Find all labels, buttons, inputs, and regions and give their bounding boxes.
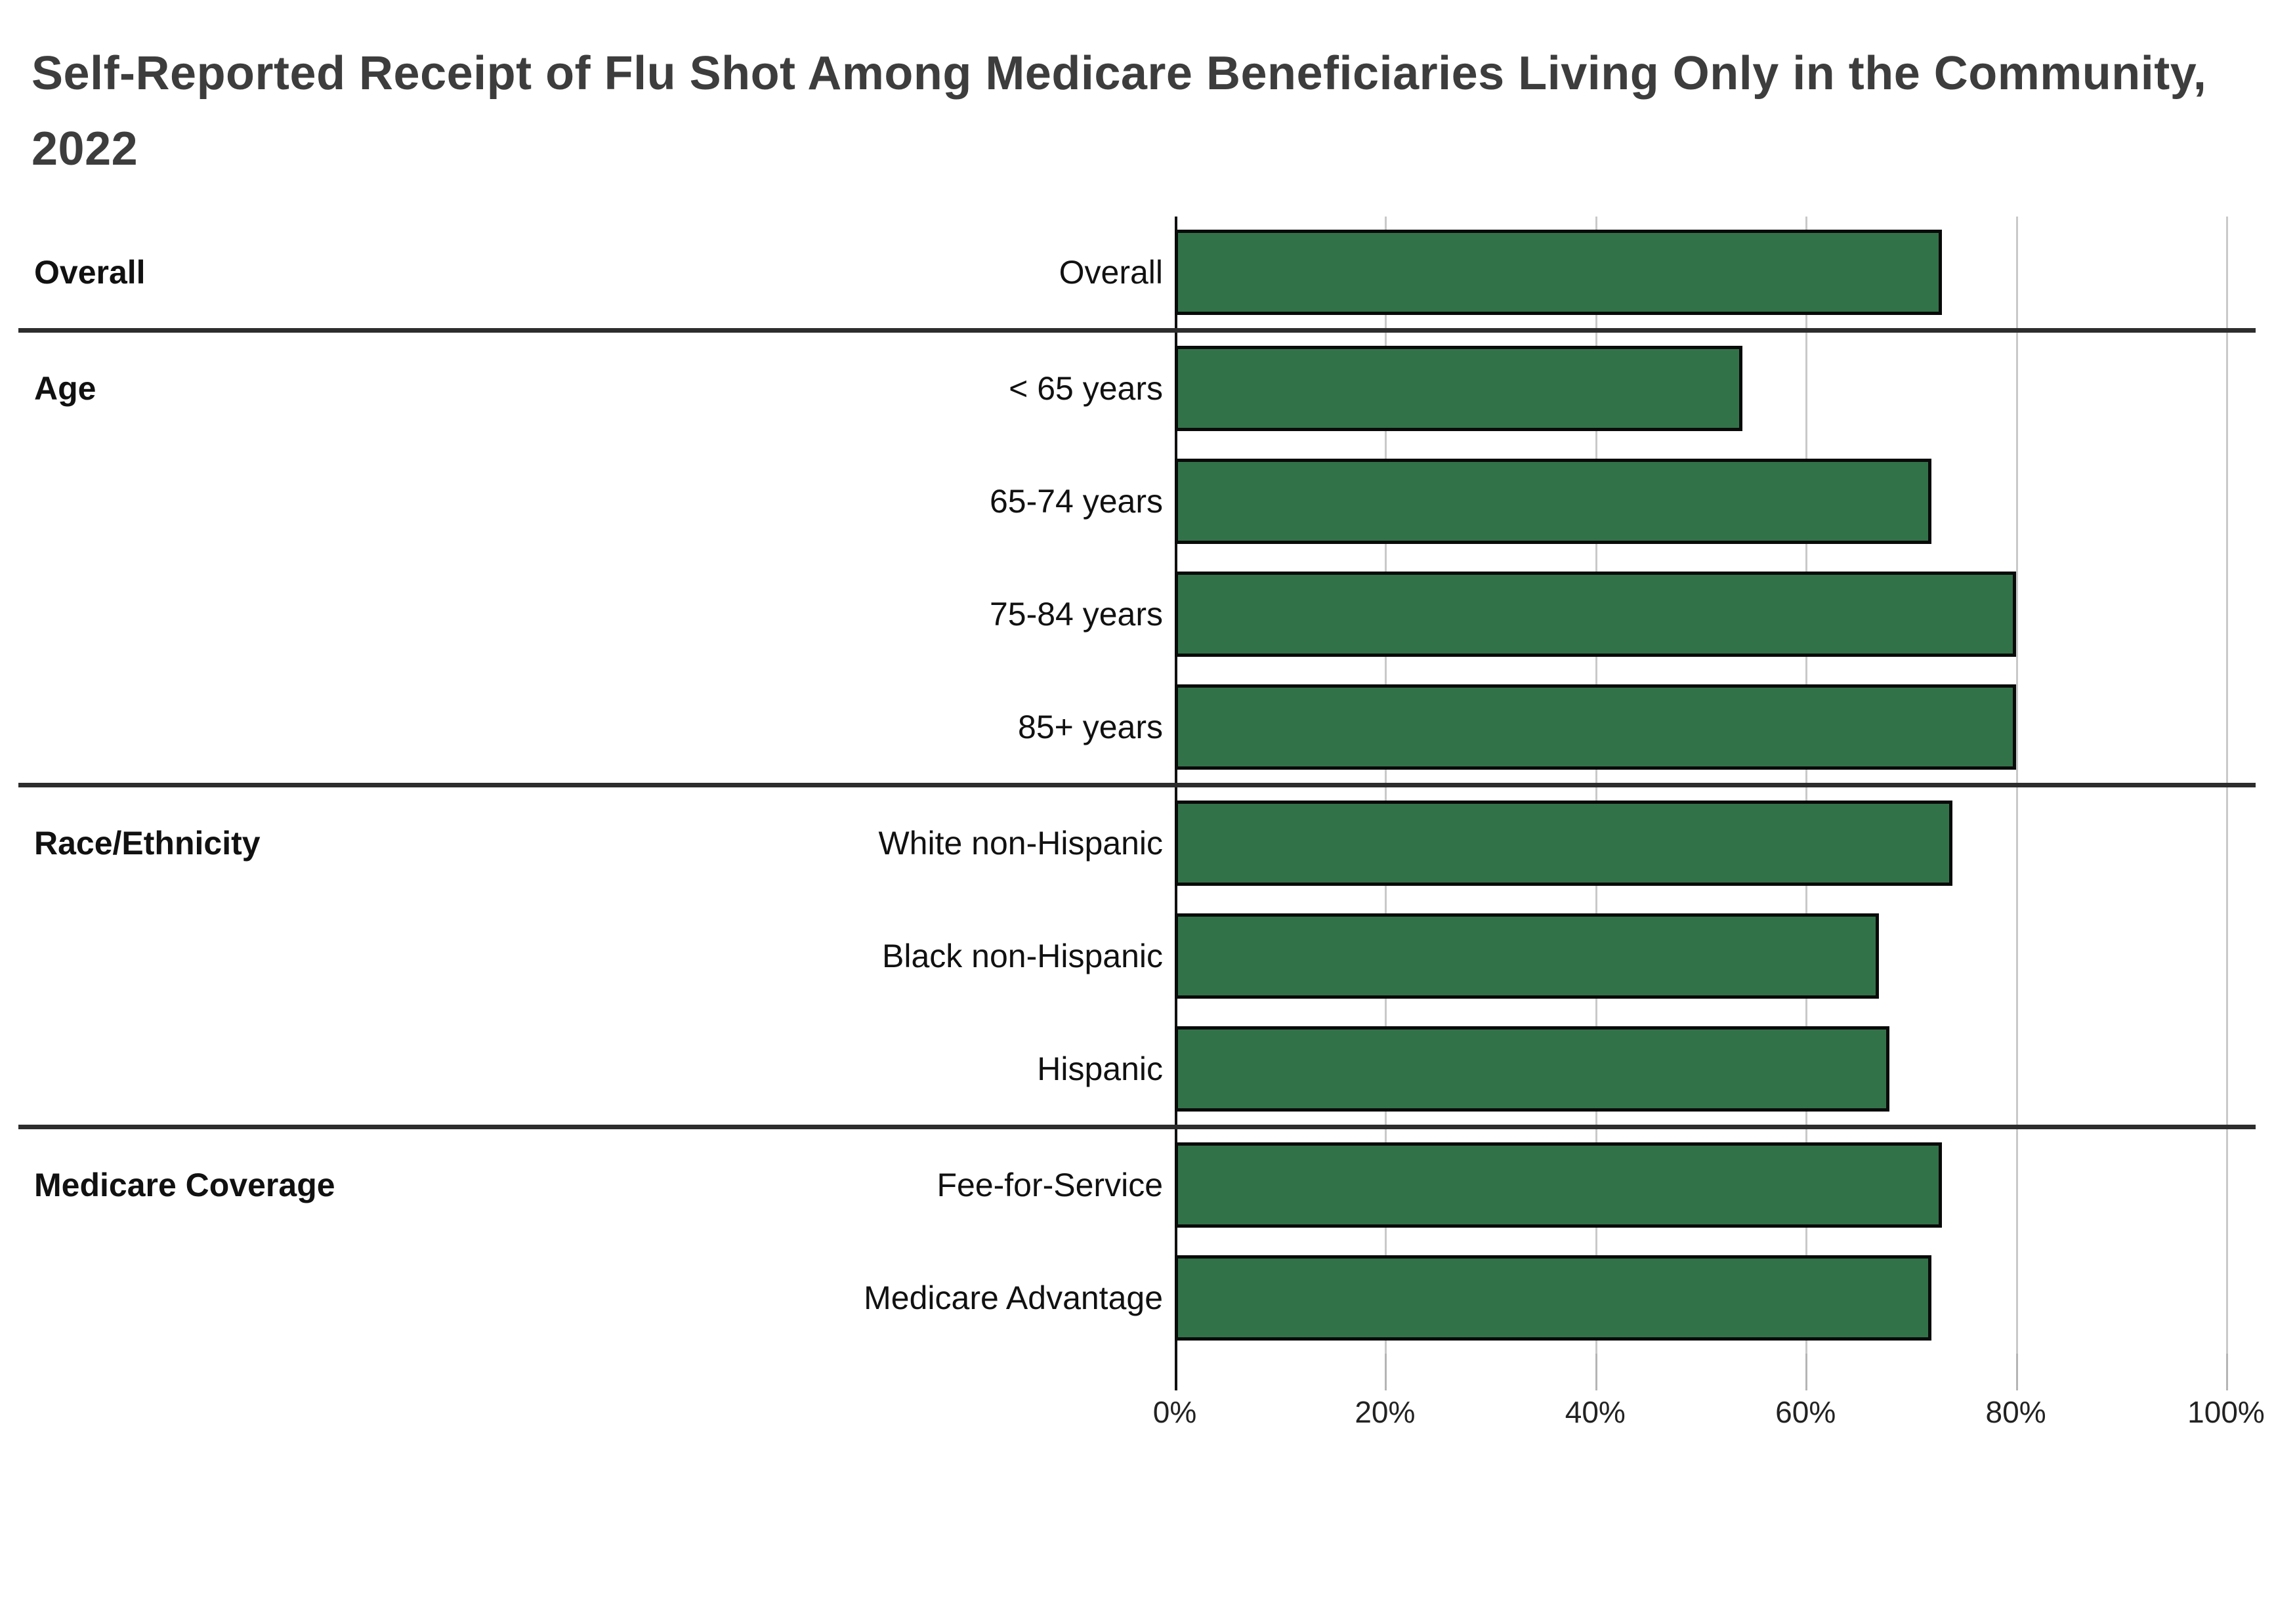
tick-label-40pct: 40% xyxy=(1565,1395,1626,1429)
group-label-medicare-coverage: Medicare Coverage xyxy=(34,1167,335,1203)
tick-label-80pct: 80% xyxy=(1985,1395,2046,1429)
bar-white-non-hispanic xyxy=(1175,801,1953,886)
bar-area xyxy=(1175,913,2226,999)
group-label-overall: Overall xyxy=(34,254,146,291)
chart-header: Self-Reported Receipt of Flu Shot Among … xyxy=(0,0,2274,217)
tick-mark-100pct xyxy=(2226,1354,2228,1390)
bar-area xyxy=(1175,572,2226,657)
chart-title: Self-Reported Receipt of Flu Shot Among … xyxy=(32,47,2207,176)
tick-mark-20pct xyxy=(1385,1354,1387,1390)
group-divider xyxy=(18,328,2256,333)
bar-row-hispanic: Hispanic xyxy=(0,1026,2274,1112)
bar-85-years xyxy=(1175,684,2016,770)
bar-row-medicare-advantage: Medicare Advantage xyxy=(0,1255,2274,1341)
tick-mark-0pct xyxy=(1175,1354,1177,1390)
bar-row-overall: Overall xyxy=(0,230,2274,315)
bar-row-65-years: < 65 years xyxy=(0,346,2274,431)
bar-label-65-years: < 65 years xyxy=(1009,370,1163,407)
bar-row-black-non-hispanic: Black non-Hispanic xyxy=(0,913,2274,999)
bar-label-overall: Overall xyxy=(1059,254,1163,291)
bar-area xyxy=(1175,230,2226,315)
bar-label-75-84-years: 75-84 years xyxy=(989,596,1163,633)
bar-row-75-84-years: 75-84 years xyxy=(0,572,2274,657)
tick-label-20pct: 20% xyxy=(1355,1395,1416,1429)
bar-area xyxy=(1175,1026,2226,1112)
group-age: Age < 65 years 65-74 years 75-84 years 85+ y… xyxy=(0,333,2274,783)
bar-label-black-non-hispanic: Black non-Hispanic xyxy=(882,938,1163,974)
tick-mark-60pct xyxy=(1805,1354,1808,1390)
bar-chart: Overall Overall Age < 65 years 65-74 years 75… xyxy=(0,217,2274,1354)
bar-label-white-non-hispanic: White non-Hispanic xyxy=(878,825,1163,862)
bar-area xyxy=(1175,1142,2226,1228)
bar-row-white-non-hispanic: White non-Hispanic xyxy=(0,801,2274,886)
bar-fee-for-service xyxy=(1175,1142,1943,1228)
group-label-race-ethnicity: Race/Ethnicity xyxy=(34,825,261,862)
bar-65-years xyxy=(1175,346,1743,431)
bar-row-fee-for-service: Fee-for-Service xyxy=(0,1142,2274,1228)
bar-area xyxy=(1175,801,2226,886)
bar-black-non-hispanic xyxy=(1175,913,1880,999)
group-label-age: Age xyxy=(34,370,96,407)
group-divider xyxy=(18,783,2256,787)
bar-row-85-years: 85+ years xyxy=(0,684,2274,770)
group-medicare-coverage: Medicare Coverage Fee-for-Service Medicare… xyxy=(0,1129,2274,1354)
group-overall: Overall Overall xyxy=(0,217,2274,328)
bar-65-74-years xyxy=(1175,459,1932,544)
bar-label-medicare-advantage: Medicare Advantage xyxy=(864,1280,1163,1316)
bar-area xyxy=(1175,346,2226,431)
bar-label-85-years: 85+ years xyxy=(1018,709,1163,745)
bar-75-84-years xyxy=(1175,572,2016,657)
bar-medicare-advantage xyxy=(1175,1255,1932,1341)
bar-area xyxy=(1175,1255,2226,1341)
bar-row-65-74-years: 65-74 years xyxy=(0,459,2274,544)
tick-mark-80pct xyxy=(2015,1354,2018,1390)
bar-area xyxy=(1175,684,2226,770)
tick-label-0pct: 0% xyxy=(1152,1395,1197,1429)
group-race-ethnicity: Race/Ethnicity White non-Hispanic Black no… xyxy=(0,787,2274,1125)
bar-area xyxy=(1175,459,2226,544)
bar-overall xyxy=(1175,230,1943,315)
bar-label-hispanic: Hispanic xyxy=(1037,1051,1163,1087)
tick-label-100pct: 100% xyxy=(2187,1395,2265,1429)
chart-groups: Overall Overall Age < 65 years 65-74 years 75… xyxy=(0,217,2274,1354)
tick-mark-40pct xyxy=(1595,1354,1597,1390)
x-axis: 0% 20% 40% 60% 80% 100% xyxy=(0,1354,2274,1452)
group-divider xyxy=(18,1125,2256,1129)
tick-label-60pct: 60% xyxy=(1775,1395,1836,1429)
bar-hispanic xyxy=(1175,1026,1890,1112)
bar-label-65-74-years: 65-74 years xyxy=(989,483,1163,520)
bar-label-fee-for-service: Fee-for-Service xyxy=(937,1167,1163,1203)
